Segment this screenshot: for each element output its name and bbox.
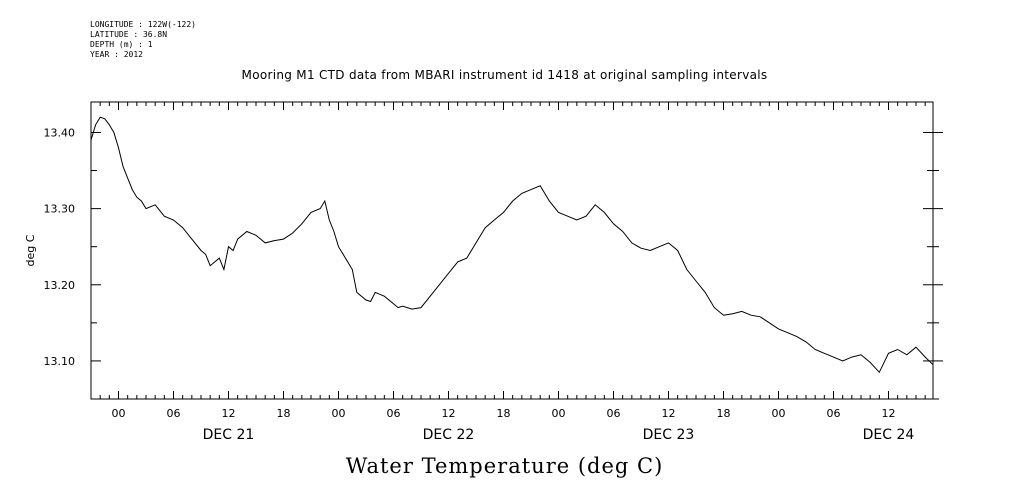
- x-tick-label: 12: [882, 407, 896, 420]
- x-axis-label: Water Temperature (deg C): [345, 454, 664, 478]
- y-tick-label: 13.20: [44, 279, 76, 292]
- latitude-text: LATITUDE : 36.8N: [90, 30, 168, 39]
- ticks-layer: [90, 102, 943, 400]
- x-tick-label: 06: [827, 407, 841, 420]
- x-tick-label: 18: [497, 407, 511, 420]
- year-text: YEAR : 2012: [90, 50, 143, 59]
- y-tick-label: 13.10: [44, 355, 76, 368]
- y-axis-label: deg C: [24, 234, 37, 266]
- chart-title: Mooring M1 CTD data from MBARI instrumen…: [241, 68, 768, 82]
- x-tick-label: 00: [332, 407, 346, 420]
- x-day-label: DEC 21: [203, 427, 255, 443]
- x-tick-label: 06: [167, 407, 181, 420]
- x-day-label: DEC 22: [423, 427, 475, 443]
- x-tick-label: 18: [277, 407, 291, 420]
- x-tick-label: 00: [112, 407, 126, 420]
- y-tick-label: 13.30: [44, 203, 76, 216]
- y-tick-label: 13.40: [44, 126, 76, 139]
- x-tick-label: 12: [222, 407, 236, 420]
- labels-layer: 00 06 12 18 00 06 12 18 00 06 12 18 00 06 12 DEC 21 DEC …: [44, 126, 915, 443]
- depth-text: DEPTH (m) : 1: [90, 40, 153, 49]
- x-day-label: DEC 24: [863, 427, 915, 443]
- plot-frame: [90, 101, 934, 400]
- x-tick-label: 00: [552, 407, 566, 420]
- x-tick-label: 00: [772, 407, 786, 420]
- temperature-series-line: [90, 116, 934, 377]
- x-tick-label: 06: [607, 407, 621, 420]
- x-tick-label: 12: [442, 407, 456, 420]
- x-tick-label: 18: [717, 407, 731, 420]
- longitude-text: LONGITUDE : 122W(-122): [90, 20, 196, 29]
- x-tick-label: 12: [662, 407, 676, 420]
- x-day-label: DEC 23: [643, 427, 695, 443]
- x-tick-label: 06: [387, 407, 401, 420]
- metadata-block: LONGITUDE : 122W(-122) LATITUDE : 36.8N …: [90, 20, 196, 60]
